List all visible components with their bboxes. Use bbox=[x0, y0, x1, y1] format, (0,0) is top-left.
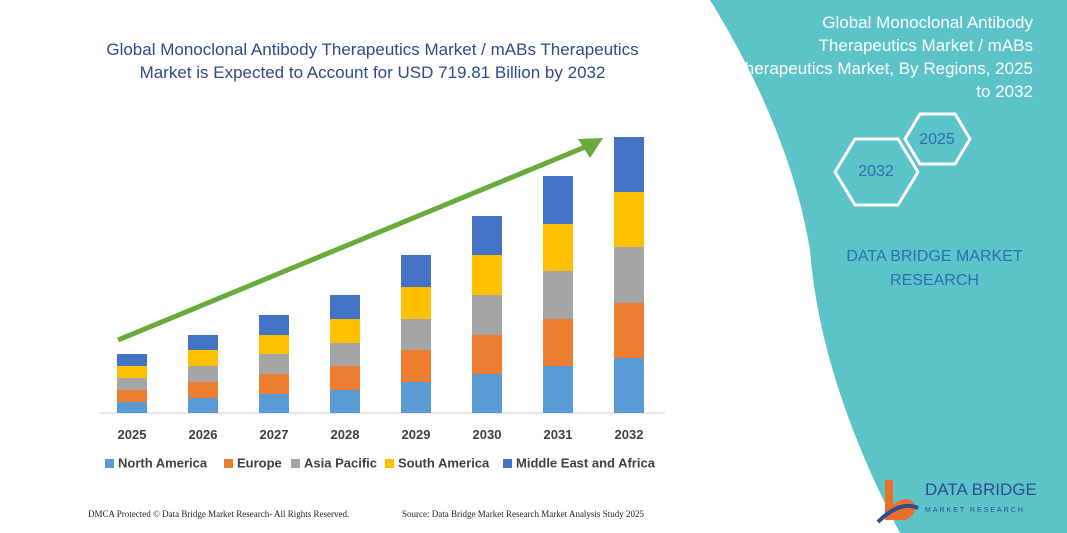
legend-label: Europe bbox=[237, 455, 282, 470]
bar-segment bbox=[330, 366, 360, 390]
bar-segment bbox=[614, 192, 644, 247]
bar-segment bbox=[401, 319, 431, 350]
bar-segment bbox=[259, 315, 289, 335]
bar-segment bbox=[259, 335, 289, 354]
bar-segment bbox=[259, 354, 289, 374]
legend-label: South America bbox=[398, 455, 490, 470]
x-tick-label: 2029 bbox=[402, 427, 431, 442]
footer-left: DMCA Protected © Data Bridge Market Rese… bbox=[88, 509, 350, 519]
bar-segment bbox=[188, 398, 218, 413]
bar-segment bbox=[117, 390, 147, 402]
bar-segment bbox=[472, 374, 502, 413]
bar-segment bbox=[188, 382, 218, 398]
bar-segment bbox=[543, 319, 573, 366]
bar-segment bbox=[188, 366, 218, 382]
bar-segment bbox=[401, 287, 431, 319]
logo-subtext: MARKET RESEARCH bbox=[925, 507, 1025, 514]
x-tick-label: 2028 bbox=[331, 427, 360, 442]
logo-swoosh bbox=[876, 503, 919, 524]
bar-segment bbox=[472, 295, 502, 335]
hexagon bbox=[833, 137, 920, 207]
trend-arrow bbox=[117, 142, 591, 343]
bar-segment bbox=[259, 374, 289, 394]
bar-segment bbox=[614, 303, 644, 358]
hex-label: 2032 bbox=[858, 163, 894, 180]
x-tick-label: 2031 bbox=[544, 427, 573, 442]
x-tick-label: 2027 bbox=[260, 427, 289, 442]
bar-segment bbox=[401, 350, 431, 382]
legend-swatch bbox=[503, 459, 512, 468]
x-tick-label: 2026 bbox=[189, 427, 218, 442]
legend-swatch bbox=[105, 459, 114, 468]
legend-swatch bbox=[291, 459, 300, 468]
side-panel bbox=[710, 0, 1067, 533]
bar-segment bbox=[330, 295, 360, 319]
bar-segment bbox=[188, 335, 218, 350]
panel-title: Global Monoclonal Antibody Therapeutics … bbox=[734, 13, 1033, 101]
bar-segment bbox=[472, 335, 502, 374]
hex-label: 2025 bbox=[919, 131, 955, 148]
chart-title: Global Monoclonal Antibody Therapeutics … bbox=[106, 40, 639, 82]
bar-segment bbox=[543, 176, 573, 224]
bar-segment bbox=[543, 271, 573, 319]
bar-segment bbox=[614, 358, 644, 413]
hexagon bbox=[903, 112, 972, 166]
bar-segment bbox=[472, 216, 502, 255]
bar-segment bbox=[543, 366, 573, 413]
legend-label: Middle East and Africa bbox=[516, 455, 656, 470]
bar-segment bbox=[614, 247, 644, 303]
bar-segment bbox=[472, 255, 502, 295]
bar-segment bbox=[188, 350, 218, 366]
x-tick-label: 2032 bbox=[615, 427, 644, 442]
logo-text: DATA BRIDGE bbox=[925, 480, 1037, 499]
bar-segment bbox=[117, 378, 147, 390]
bar-segment bbox=[117, 366, 147, 378]
brand-text: DATA BRIDGE MARKET RESEARCH bbox=[846, 248, 1023, 289]
bar-segment bbox=[330, 390, 360, 413]
bar-segment bbox=[614, 137, 644, 192]
arrow-head bbox=[578, 138, 603, 158]
legend-label: North America bbox=[118, 455, 208, 470]
legend-swatch bbox=[385, 459, 394, 468]
x-tick-label: 2030 bbox=[473, 427, 502, 442]
x-tick-label: 2025 bbox=[118, 427, 147, 442]
bar-segment bbox=[117, 354, 147, 366]
bar-segment bbox=[259, 394, 289, 413]
logo: DATA BRIDGE MARKET RESEARCH bbox=[876, 480, 1037, 524]
legend-swatch bbox=[224, 459, 233, 468]
bar-segment bbox=[330, 319, 360, 343]
bar-segment bbox=[330, 343, 360, 366]
bar-segment bbox=[401, 382, 431, 413]
footer-right: Source: Data Bridge Market Research Mark… bbox=[402, 509, 644, 519]
bar-segment bbox=[401, 255, 431, 287]
bar-segment bbox=[117, 402, 147, 413]
bar-segment bbox=[543, 224, 573, 271]
legend-label: Asia Pacific bbox=[304, 455, 377, 470]
